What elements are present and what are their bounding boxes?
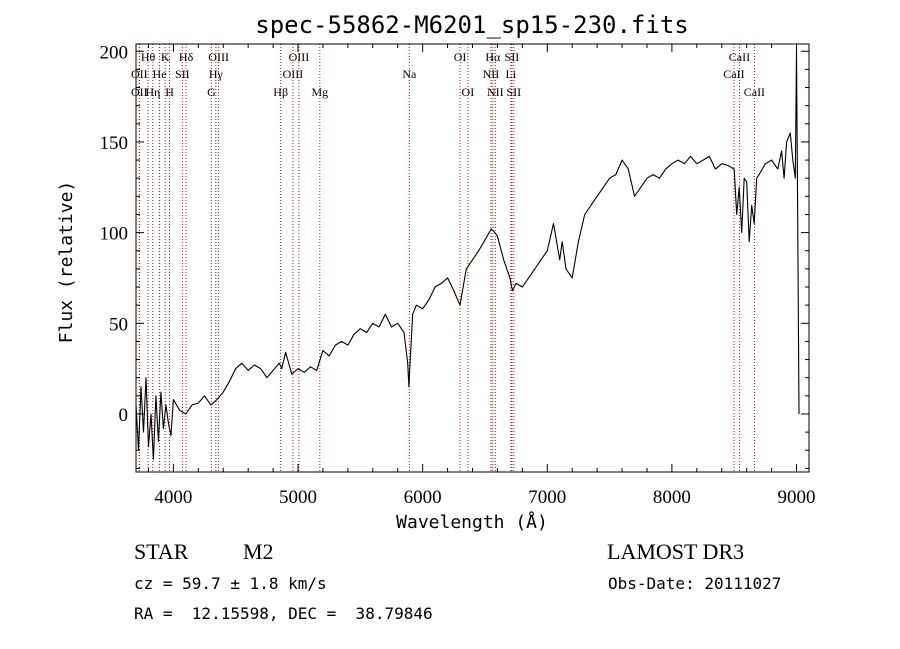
- x-tick-label-0: 4000: [154, 487, 192, 508]
- marker-label-24: SII: [506, 85, 521, 99]
- x-tick-label-2: 6000: [404, 487, 442, 508]
- marker-label-14: OIII: [283, 67, 304, 81]
- coordinates: RA = 12.15598, DEC = 38.79846: [134, 604, 433, 623]
- y-tick-label-2: 100: [100, 224, 129, 245]
- object-class: STAR: [134, 539, 189, 564]
- marker-label-6: H: [165, 85, 174, 99]
- marker-label-21: NII: [487, 85, 504, 99]
- marker-label-19: Hα: [485, 50, 501, 64]
- marker-label-16: Na: [402, 67, 417, 81]
- y-tick-label-1: 50: [109, 314, 128, 335]
- spectrum-series: [135, 50, 800, 460]
- x-tick-label-3: 7000: [528, 487, 566, 508]
- marker-label-27: CaII: [744, 85, 765, 99]
- marker-label-4: Hη: [145, 85, 160, 99]
- marker-label-13: OIII: [289, 50, 310, 64]
- marker-label-23: Li: [506, 67, 517, 81]
- y-tick-label-3: 150: [100, 133, 129, 154]
- marker-label-20: NII: [483, 67, 500, 81]
- marker-label-7: SII: [175, 67, 190, 81]
- axis-ticks: 4000 5000 6000 7000 8000 9000 0 50 100 150 200: [100, 42, 816, 508]
- marker-label-9: OIII: [208, 50, 229, 64]
- marker-label-8: Hδ: [179, 50, 194, 64]
- y-tick-label-4: 200: [100, 42, 129, 63]
- marker-label-26: CaII: [723, 67, 744, 81]
- marker-label-11: G: [207, 85, 216, 99]
- chart-title: spec-55862-M6201_sp15-230.fits: [255, 11, 688, 39]
- x-tick-label-1: 5000: [279, 487, 317, 508]
- marker-label-12: Hβ: [273, 85, 288, 99]
- series-line-0: [135, 50, 800, 460]
- marker-label-5: K: [161, 50, 170, 64]
- redshift-text: cz = 59.7 ± 1.8 km/s: [134, 574, 327, 593]
- marker-label-18: OI: [462, 85, 475, 99]
- object-subclass: M2: [243, 539, 274, 564]
- obs-date: Obs-Date: 20111027: [608, 574, 782, 593]
- line-markers: [138, 44, 755, 472]
- y-tick-label-0: 0: [119, 405, 129, 426]
- marker-label-10: Hγ: [209, 67, 224, 81]
- plot-frame: [135, 43, 810, 473]
- marker-label-15: Mg: [311, 85, 328, 99]
- x-tick-label-5: 9000: [778, 487, 816, 508]
- marker-label-2: OII: [131, 85, 148, 99]
- y-axis-label: Flux (relative): [56, 181, 77, 344]
- x-axis-label: Wavelength (Å): [396, 511, 548, 533]
- marker-label-0: Hθ: [141, 50, 156, 64]
- marker-label-17: OI: [454, 50, 467, 64]
- marker-label-22: SII: [505, 50, 520, 64]
- marker-label-1: OII: [131, 67, 148, 81]
- survey-name: LAMOST DR3: [607, 539, 745, 564]
- marker-label-3: He: [153, 67, 167, 81]
- marker-label-25: CaII: [729, 50, 750, 64]
- x-tick-label-4: 8000: [653, 487, 691, 508]
